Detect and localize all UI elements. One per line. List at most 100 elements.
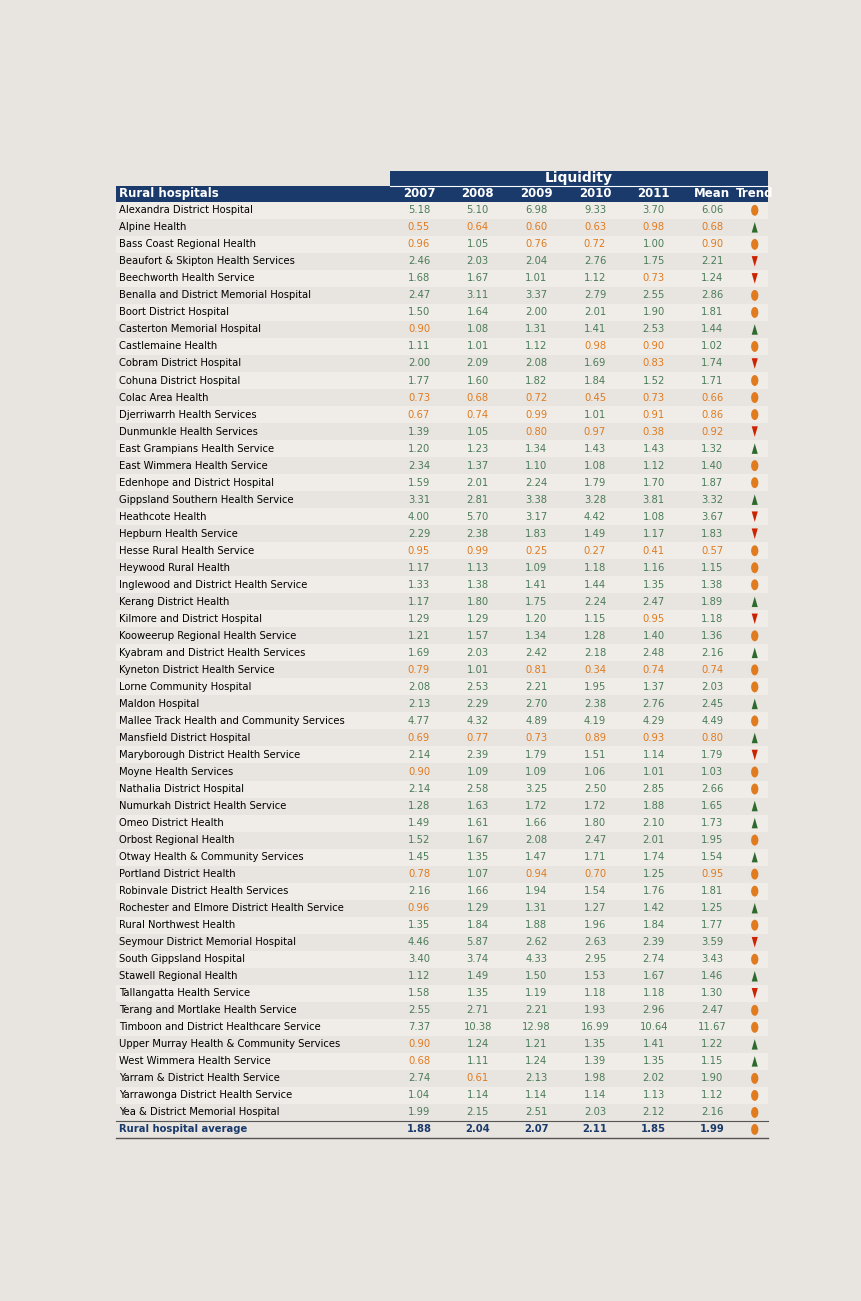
Polygon shape [751,494,757,505]
Text: 3.40: 3.40 [407,954,430,964]
Text: 1.24: 1.24 [524,1056,547,1067]
Text: 0.45: 0.45 [583,393,605,402]
Bar [115,900,767,917]
Text: 0.90: 0.90 [407,324,430,334]
Text: Robinvale District Health Services: Robinvale District Health Services [119,886,288,896]
Text: 1.11: 1.11 [407,341,430,351]
Polygon shape [751,427,757,437]
Text: 2.74: 2.74 [641,954,664,964]
Text: 2.39: 2.39 [466,749,488,760]
Text: 1.44: 1.44 [583,580,605,589]
Text: 1.29: 1.29 [466,903,488,913]
Text: 4.89: 4.89 [524,716,547,726]
Bar [115,848,767,865]
Text: 2.08: 2.08 [524,359,547,368]
Text: 0.89: 0.89 [583,732,605,743]
Text: Yarram & District Health Service: Yarram & District Health Service [119,1073,280,1084]
Text: 0.64: 0.64 [466,222,488,233]
Text: Rochester and Elmore District Health Service: Rochester and Elmore District Health Ser… [119,903,344,913]
Text: 0.95: 0.95 [641,614,664,623]
Text: 0.70: 0.70 [583,869,605,879]
Text: 1.49: 1.49 [407,818,430,827]
Text: 1.81: 1.81 [700,886,722,896]
Text: 1.77: 1.77 [407,376,430,385]
Text: Timboon and District Healthcare Service: Timboon and District Healthcare Service [119,1023,320,1032]
Text: 1.71: 1.71 [583,852,605,863]
Circle shape [750,766,758,778]
Circle shape [750,477,758,488]
Text: 0.90: 0.90 [407,1039,430,1050]
Text: 2.08: 2.08 [524,835,547,846]
Text: 2009: 2009 [519,187,552,200]
Text: 1.15: 1.15 [583,614,605,623]
Bar [115,269,767,288]
Text: 1.79: 1.79 [700,749,722,760]
Text: 1.90: 1.90 [641,307,664,317]
Text: 1.47: 1.47 [524,852,547,863]
Text: 0.68: 0.68 [701,222,722,233]
Text: 0.63: 0.63 [583,222,605,233]
Text: 1.37: 1.37 [641,682,664,692]
Text: 1.36: 1.36 [700,631,722,641]
Text: 3.37: 3.37 [524,290,547,301]
Text: East Grampians Health Service: East Grampians Health Service [119,444,274,454]
Bar [115,288,767,304]
Bar [115,747,767,764]
Circle shape [750,886,758,896]
Text: 0.73: 0.73 [524,732,547,743]
Text: 1.67: 1.67 [466,835,488,846]
Circle shape [750,920,758,930]
Text: 3.38: 3.38 [524,494,547,505]
Text: Stawell Regional Health: Stawell Regional Health [119,972,238,981]
Text: 1.96: 1.96 [583,920,605,930]
Text: 1.39: 1.39 [407,427,430,437]
Text: 1.27: 1.27 [583,903,605,913]
Text: 0.90: 0.90 [407,768,430,777]
Text: 2.55: 2.55 [641,290,664,301]
Text: 2.01: 2.01 [641,835,664,846]
Text: 0.73: 0.73 [641,393,664,402]
Text: 1.38: 1.38 [466,580,488,589]
Bar [115,678,767,696]
Text: 1.82: 1.82 [524,376,547,385]
Circle shape [750,461,758,471]
Bar [115,764,767,781]
Text: 0.57: 0.57 [700,545,722,556]
Circle shape [750,1073,758,1084]
Text: 0.78: 0.78 [407,869,430,879]
Text: 1.52: 1.52 [641,376,664,385]
Text: 1.75: 1.75 [524,597,547,606]
Text: 1.09: 1.09 [524,768,547,777]
Text: 5.10: 5.10 [466,206,488,215]
Text: 1.88: 1.88 [641,801,664,811]
Text: 2.00: 2.00 [407,359,430,368]
Text: 1.32: 1.32 [700,444,722,454]
Text: 1.05: 1.05 [466,239,488,250]
Text: 0.72: 0.72 [524,393,547,402]
Text: 1.54: 1.54 [700,852,722,863]
Text: 0.74: 0.74 [701,665,722,675]
Text: Rural Northwest Health: Rural Northwest Health [119,920,235,930]
Text: 0.99: 0.99 [524,410,547,419]
Text: 2.66: 2.66 [700,785,722,794]
Text: 0.95: 0.95 [700,869,722,879]
Text: 1.35: 1.35 [407,920,430,930]
Text: 2.79: 2.79 [583,290,605,301]
Bar [115,1053,767,1069]
Bar [115,252,767,269]
Text: 0.72: 0.72 [583,239,605,250]
Text: 1.79: 1.79 [583,477,605,488]
Text: 1.45: 1.45 [407,852,430,863]
Text: Cohuna District Hospital: Cohuna District Hospital [119,376,240,385]
Bar [115,423,767,440]
Text: 1.35: 1.35 [641,1056,664,1067]
Text: 1.01: 1.01 [583,410,605,419]
Text: 2.70: 2.70 [524,699,547,709]
Text: 1.13: 1.13 [641,1090,664,1101]
Polygon shape [751,614,757,624]
Bar [115,543,767,559]
Polygon shape [751,987,757,999]
Polygon shape [751,222,757,233]
Text: 1.03: 1.03 [701,768,722,777]
Text: Heywood Rural Health: Heywood Rural Health [119,563,230,572]
